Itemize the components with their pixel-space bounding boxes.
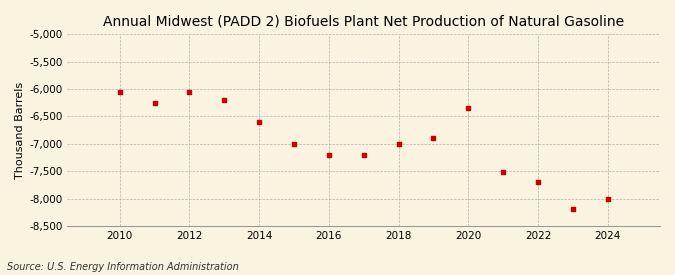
Point (393, 142, 404, 146)
Point (497, 170, 508, 174)
Point (114, 90, 125, 94)
Point (463, 106, 474, 111)
Point (80, 28, 90, 32)
Point (568, 207, 578, 212)
Y-axis label: Thousand Barrels: Thousand Barrels (15, 82, 25, 179)
Point (184, 90, 195, 94)
Title: Annual Midwest (PADD 2) Biofuels Plant Net Production of Natural Gasoline: Annual Midwest (PADD 2) Biofuels Plant N… (103, 15, 624, 29)
Point (149, 101, 160, 105)
Point (323, 153, 334, 157)
Point (428, 136, 439, 141)
Point (289, 142, 300, 146)
Point (219, 98, 230, 102)
Point (533, 180, 543, 184)
Point (358, 153, 369, 157)
Text: Source: U.S. Energy Information Administration: Source: U.S. Energy Information Administ… (7, 262, 238, 272)
Point (254, 120, 265, 124)
Point (602, 196, 613, 201)
